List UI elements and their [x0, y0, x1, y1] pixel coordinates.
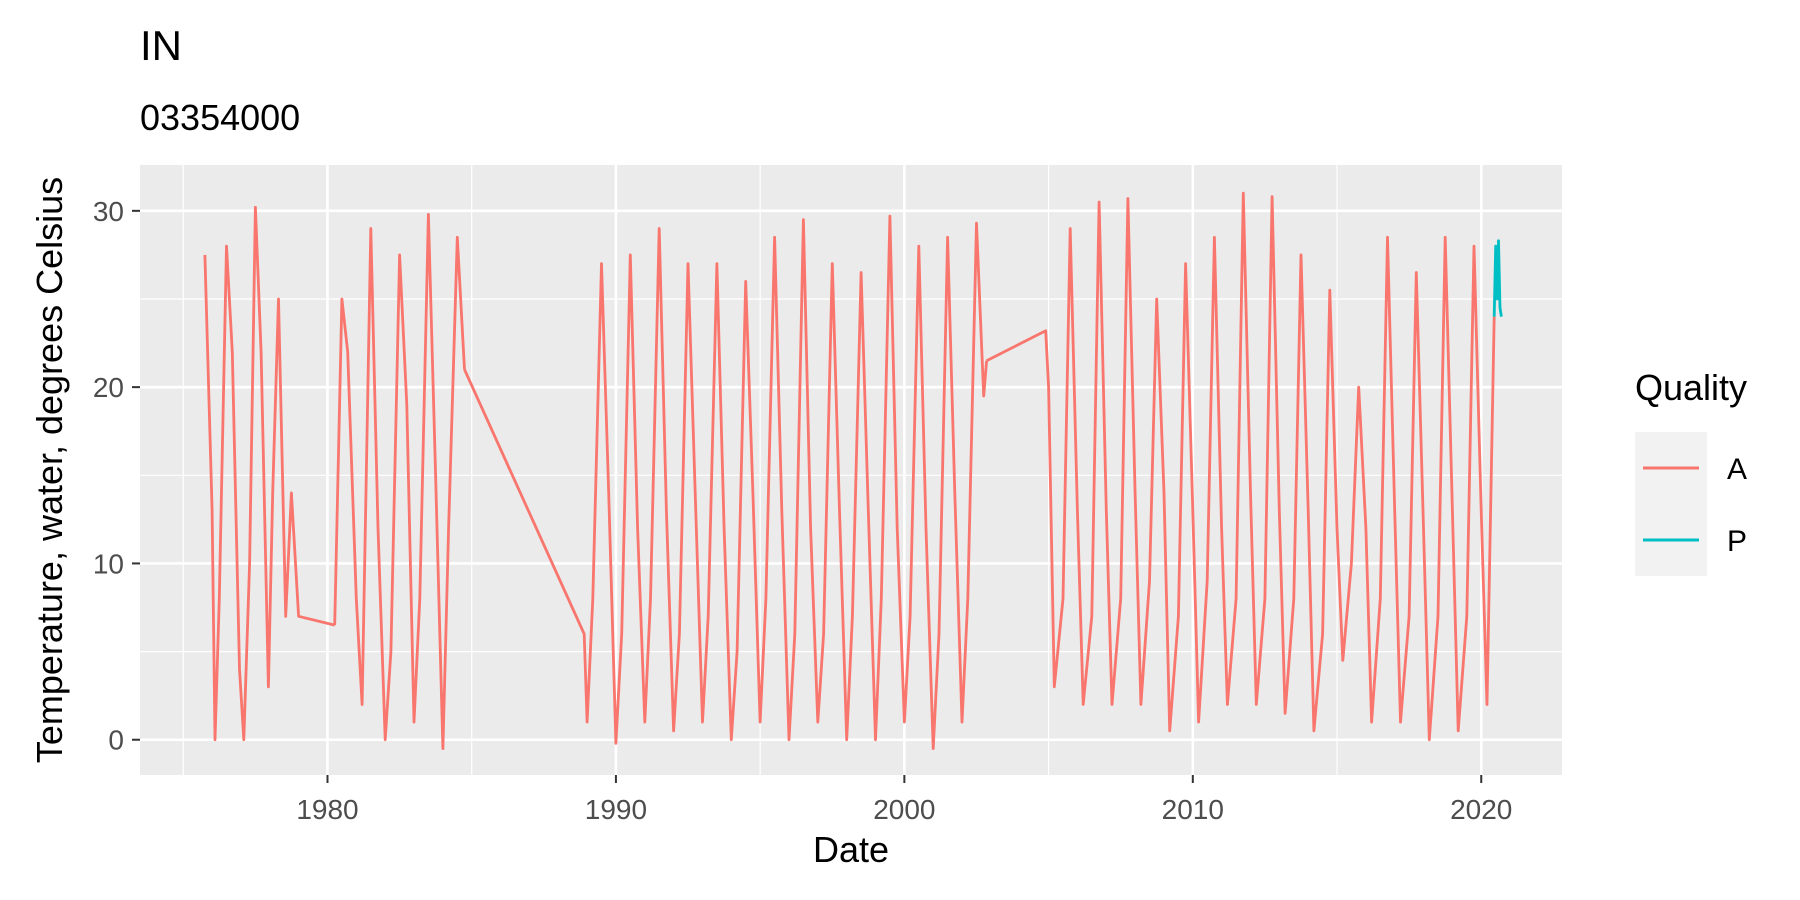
chart-title: IN [140, 22, 182, 69]
plot-panel [140, 165, 1562, 775]
x-tick-label: 1990 [585, 794, 647, 825]
legend-label-A: A [1727, 453, 1747, 486]
series-A-line [333, 212, 466, 750]
y-tick-label: 10 [93, 548, 124, 579]
series-lines [203, 191, 1503, 750]
legend-key-background [1635, 432, 1707, 576]
y-axis-title: Temperature, water, degrees Celsius [29, 177, 70, 763]
legend: Quality AP [1635, 367, 1747, 576]
chart-subtitle: 03354000 [140, 97, 300, 138]
x-axis: 1980 1990 2000 2010 2020 [296, 775, 1512, 825]
x-tick-label: 2010 [1162, 794, 1224, 825]
legend-items: AP [1643, 453, 1747, 558]
x-axis-title: Date [813, 829, 889, 870]
x-tick-label: 2020 [1450, 794, 1512, 825]
y-axis: 0 10 20 30 [93, 196, 140, 756]
series-P-line [1492, 239, 1503, 317]
series-A-line [463, 214, 988, 750]
y-tick-label: 30 [93, 196, 124, 227]
legend-title: Quality [1635, 367, 1747, 408]
x-tick-label: 2000 [873, 794, 935, 825]
series-A-line [203, 205, 336, 742]
y-tick-label: 20 [93, 372, 124, 403]
legend-label-P: P [1727, 525, 1747, 558]
x-tick-label: 1980 [296, 794, 358, 825]
y-tick-label: 0 [108, 725, 124, 756]
series-A-line [985, 191, 1496, 742]
